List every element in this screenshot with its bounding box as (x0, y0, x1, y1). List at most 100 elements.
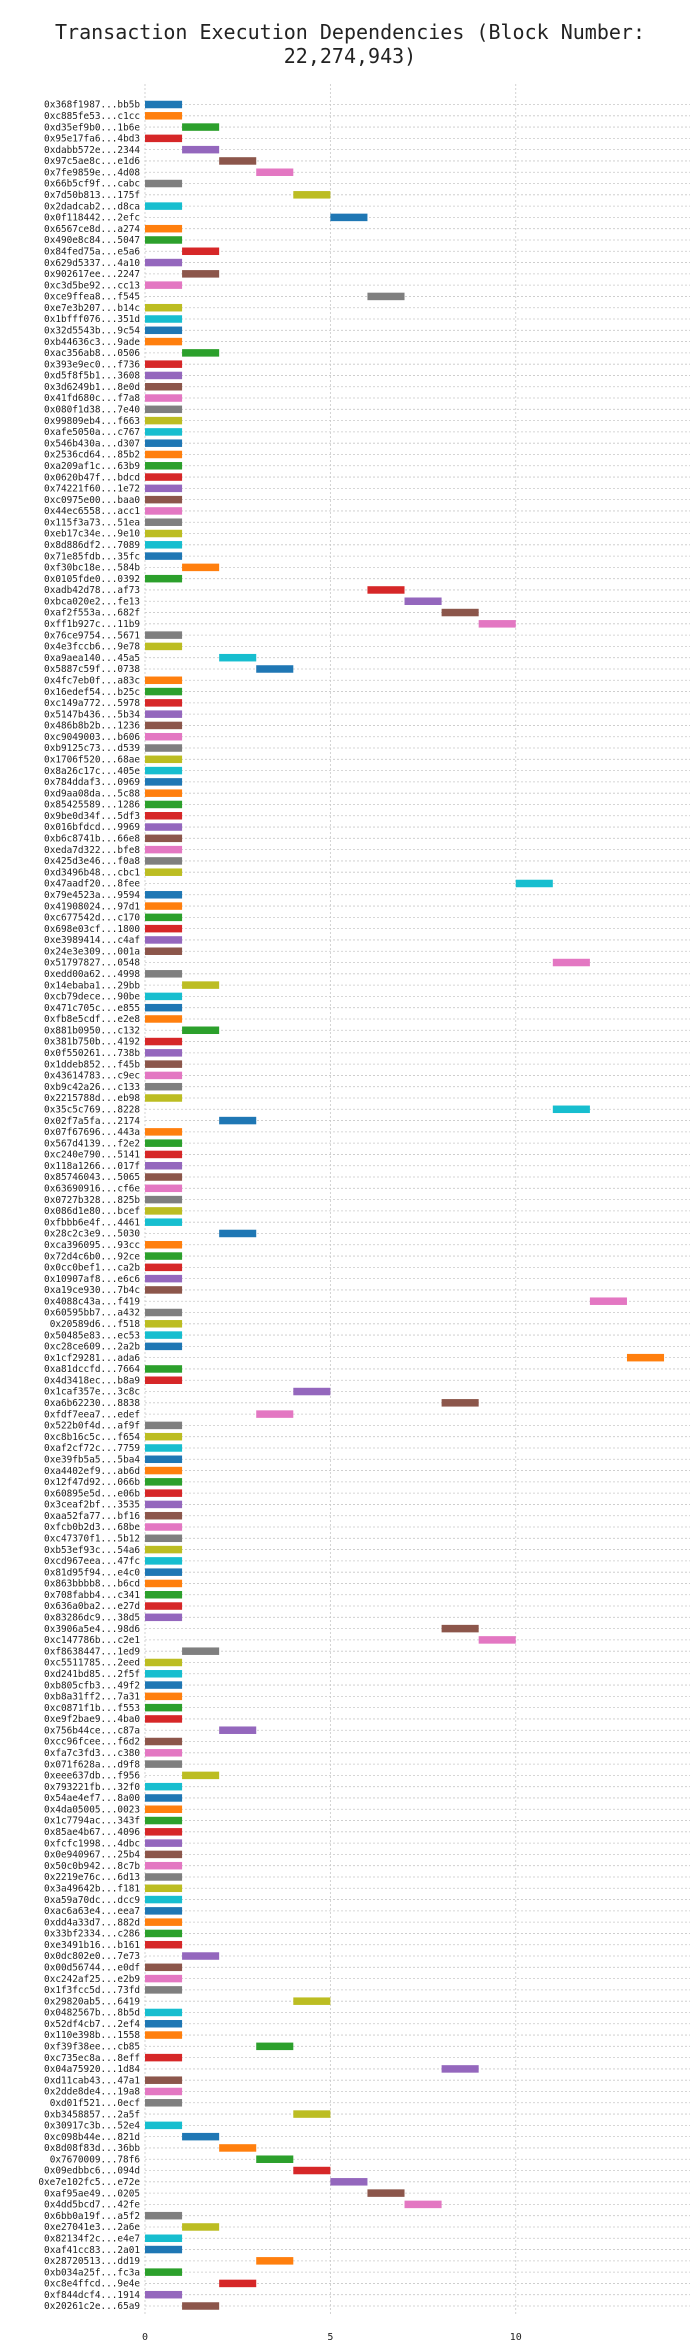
row-label: 0xa9aea140...45a5 (44, 653, 140, 664)
row-label: 0xb805cfb3...49f2 (44, 1680, 140, 1691)
row-label: 0xe39fb5a5...5ba4 (44, 1454, 140, 1465)
dependency-bar (145, 2008, 183, 2017)
row-label: 0x110e398b...1558 (44, 2030, 140, 2041)
dependency-bar (145, 1263, 183, 1272)
x-tick-label: 10 (510, 2332, 522, 2343)
dependency-bar (145, 1241, 183, 1249)
dependency-bar (145, 732, 183, 741)
row-label: 0x0482567b...8b5d (44, 2008, 140, 2019)
row-label: 0xb3458857...2a5f (44, 2109, 140, 2120)
dependency-bar (145, 507, 183, 515)
dependency-bar (145, 1139, 183, 1147)
dependency-bar (182, 1026, 220, 1035)
dependency-bar (145, 936, 183, 944)
row-label: 0x1c7794ac...343f (44, 1816, 140, 1827)
row-label: 0xaa52fa77...bf16 (44, 1511, 140, 1522)
dependency-bar (145, 1794, 183, 1802)
dependency-bar (145, 1782, 183, 1791)
row-label: 0xb53ef93c...54a6 (44, 1545, 140, 1556)
dependency-bar (145, 236, 183, 244)
dependency-bar (145, 1218, 183, 1226)
row-label: 0x2215788d...eb98 (44, 1093, 140, 1104)
row-label: 0x83286dc9...38d5 (44, 1613, 140, 1624)
dependency-bar (441, 608, 479, 617)
row-label: 0x07f67696...443a (44, 1127, 140, 1138)
row-label: 0x4da05005...0023 (44, 1804, 140, 1815)
dependency-bar (145, 2121, 183, 2130)
dependency-bar (145, 902, 183, 910)
dependency-bar (145, 766, 183, 775)
row-label: 0xeda7d322...bfe8 (44, 845, 140, 856)
dependency-bar (145, 484, 183, 493)
dependency-bar (145, 2234, 183, 2243)
dependency-bar (441, 1624, 479, 1633)
dependency-bar (145, 100, 183, 109)
row-label: 0xac6a63e4...eea7 (44, 1906, 140, 1917)
row-label: 0x5887c59f...0738 (44, 664, 140, 675)
dependency-bar (145, 134, 183, 143)
row-label: 0x756b44ce...c87a (44, 1725, 140, 1736)
row-label: 0x3d6249b1...8e0d (44, 382, 140, 393)
row-label: 0xfa7c3fd3...c380 (44, 1748, 140, 1759)
dependency-bar (145, 1568, 183, 1576)
dependency-bar (145, 2290, 183, 2299)
dependency-bar (145, 495, 183, 504)
dependency-bar (404, 2200, 442, 2209)
row-label: 0x1caf357e...3c8c (44, 1387, 140, 1398)
row-label: 0x793221fb...32f0 (44, 1782, 140, 1793)
row-label: 0xfbbb6e4f...4461 (44, 1217, 140, 1228)
dependency-bar (145, 462, 183, 470)
row-label: 0xf39f38ee...cb85 (44, 2042, 140, 2053)
dependency-bar (145, 1670, 183, 1678)
row-label: 0x60595bb7...a432 (44, 1308, 140, 1319)
row-label: 0x85746043...5065 (44, 1172, 140, 1183)
dependency-bar (145, 778, 183, 786)
dependency-bar (145, 326, 183, 335)
row-label: 0x490e8c84...5047 (44, 235, 140, 246)
dependency-bar (182, 2132, 220, 2141)
dependency-bar (219, 1726, 257, 1734)
row-label: 0x63690916...cf6e (44, 1184, 140, 1195)
dependency-bar (145, 1150, 183, 1159)
row-label: 0x3ceaf2bf...3535 (44, 1500, 140, 1511)
row-label: 0xc242af25...e2b9 (44, 1974, 140, 1985)
row-label: 0xc885fe53...c1cc (44, 111, 140, 122)
dependency-bar (145, 1455, 183, 1464)
row-label: 0x4fc7eb0f...a83c (44, 675, 140, 686)
dependency-bar (145, 1929, 183, 1938)
dependency-bar (145, 1173, 183, 1181)
row-label: 0xc8e4ffcd...9e4e (44, 2279, 140, 2290)
row-label: 0xc149a772...5978 (44, 698, 140, 709)
dependency-bar (478, 1636, 516, 1644)
dependency-bar (145, 552, 183, 560)
dependency-bar (145, 1907, 183, 1915)
dependency-bar (293, 191, 331, 199)
row-label: 0x0cc0bef1...ca2b (44, 1263, 140, 1274)
row-label: 0x368f1987...bb5b (44, 100, 140, 111)
row-label: 0x1cf29281...ada6 (44, 1353, 140, 1364)
row-label: 0x29820ab5...6419 (44, 1996, 140, 2007)
row-label: 0x97c5ae8c...e1d6 (44, 156, 140, 167)
row-label: 0x47aadf20...8fee (44, 879, 140, 890)
dependency-bar (145, 891, 183, 899)
row-label: 0x902617ee...2247 (44, 269, 140, 280)
dependency-bar (145, 405, 183, 414)
row-label: 0x546b430a...d307 (44, 438, 140, 449)
dependency-bar (145, 1037, 183, 1046)
row-label: 0x43614783...c9ec (44, 1071, 140, 1082)
row-label: 0x84fed75a...e5a6 (44, 246, 140, 257)
dependency-bar (145, 1590, 183, 1599)
row-label: 0xc47370f1...5b12 (44, 1533, 140, 1544)
dependency-bar (182, 349, 220, 357)
dependency-bar (145, 1421, 183, 1430)
dependency-bar (182, 1771, 220, 1780)
row-label: 0xd9aa08da...5c88 (44, 788, 140, 799)
row-label: 0x393e9ec0...f736 (44, 359, 140, 370)
chart-title: Transaction Execution Dependencies (Bloc… (54, 20, 645, 68)
row-label: 0xce9ffea8...f545 (44, 292, 140, 303)
row-label: 0x016bfdcd...9969 (44, 822, 140, 833)
row-label: 0x0e940967...25b4 (44, 1850, 140, 1861)
row-label: 0x4088c43a...f419 (44, 1296, 140, 1307)
row-label: 0xc147786b...c2e1 (44, 1635, 140, 1646)
